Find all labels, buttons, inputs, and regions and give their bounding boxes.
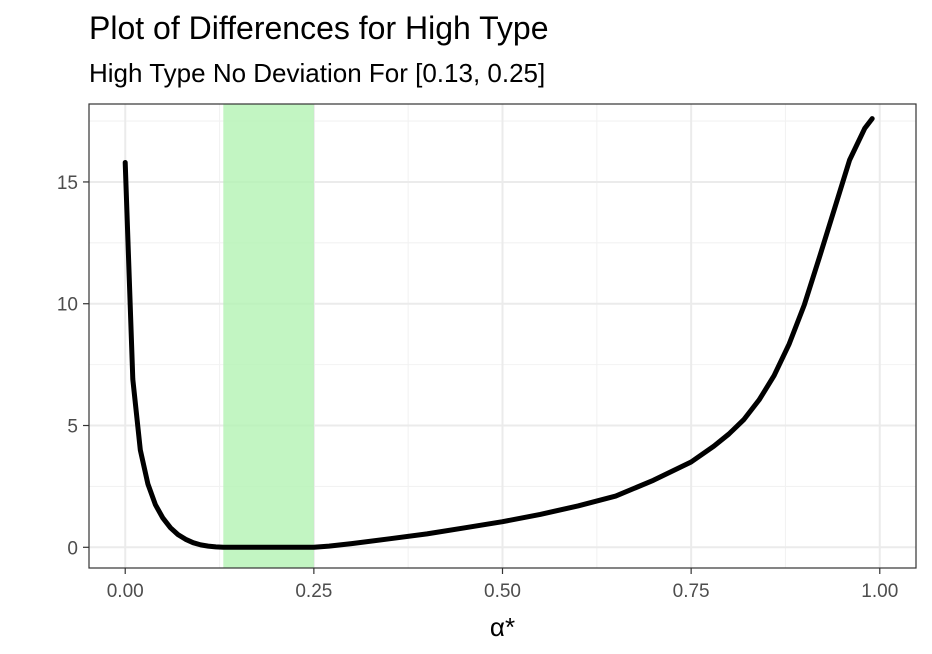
highlight-band [223, 104, 314, 568]
y-tick-label: 15 [57, 173, 78, 194]
y-axis: 0 5 10 15 [57, 173, 89, 559]
chart-subtitle: High Type No Deviation For [0.13, 0.25] [89, 58, 546, 88]
x-tick-label: 0.75 [673, 581, 710, 602]
x-tick-label: 1.00 [861, 581, 898, 602]
x-axis-title: α* [490, 612, 515, 642]
y-tick-label: 5 [67, 417, 78, 438]
x-tick-label: 0.50 [484, 581, 521, 602]
y-tick-label: 10 [57, 295, 78, 316]
x-tick-label: 0.00 [107, 581, 144, 602]
y-tick-label: 0 [67, 538, 78, 559]
x-tick-label: 0.25 [295, 581, 332, 602]
series-line [122, 116, 875, 550]
chart-title: Plot of Differences for High Type [89, 10, 549, 46]
x-axis: 0.00 0.25 0.50 0.75 1.00 [107, 568, 898, 602]
